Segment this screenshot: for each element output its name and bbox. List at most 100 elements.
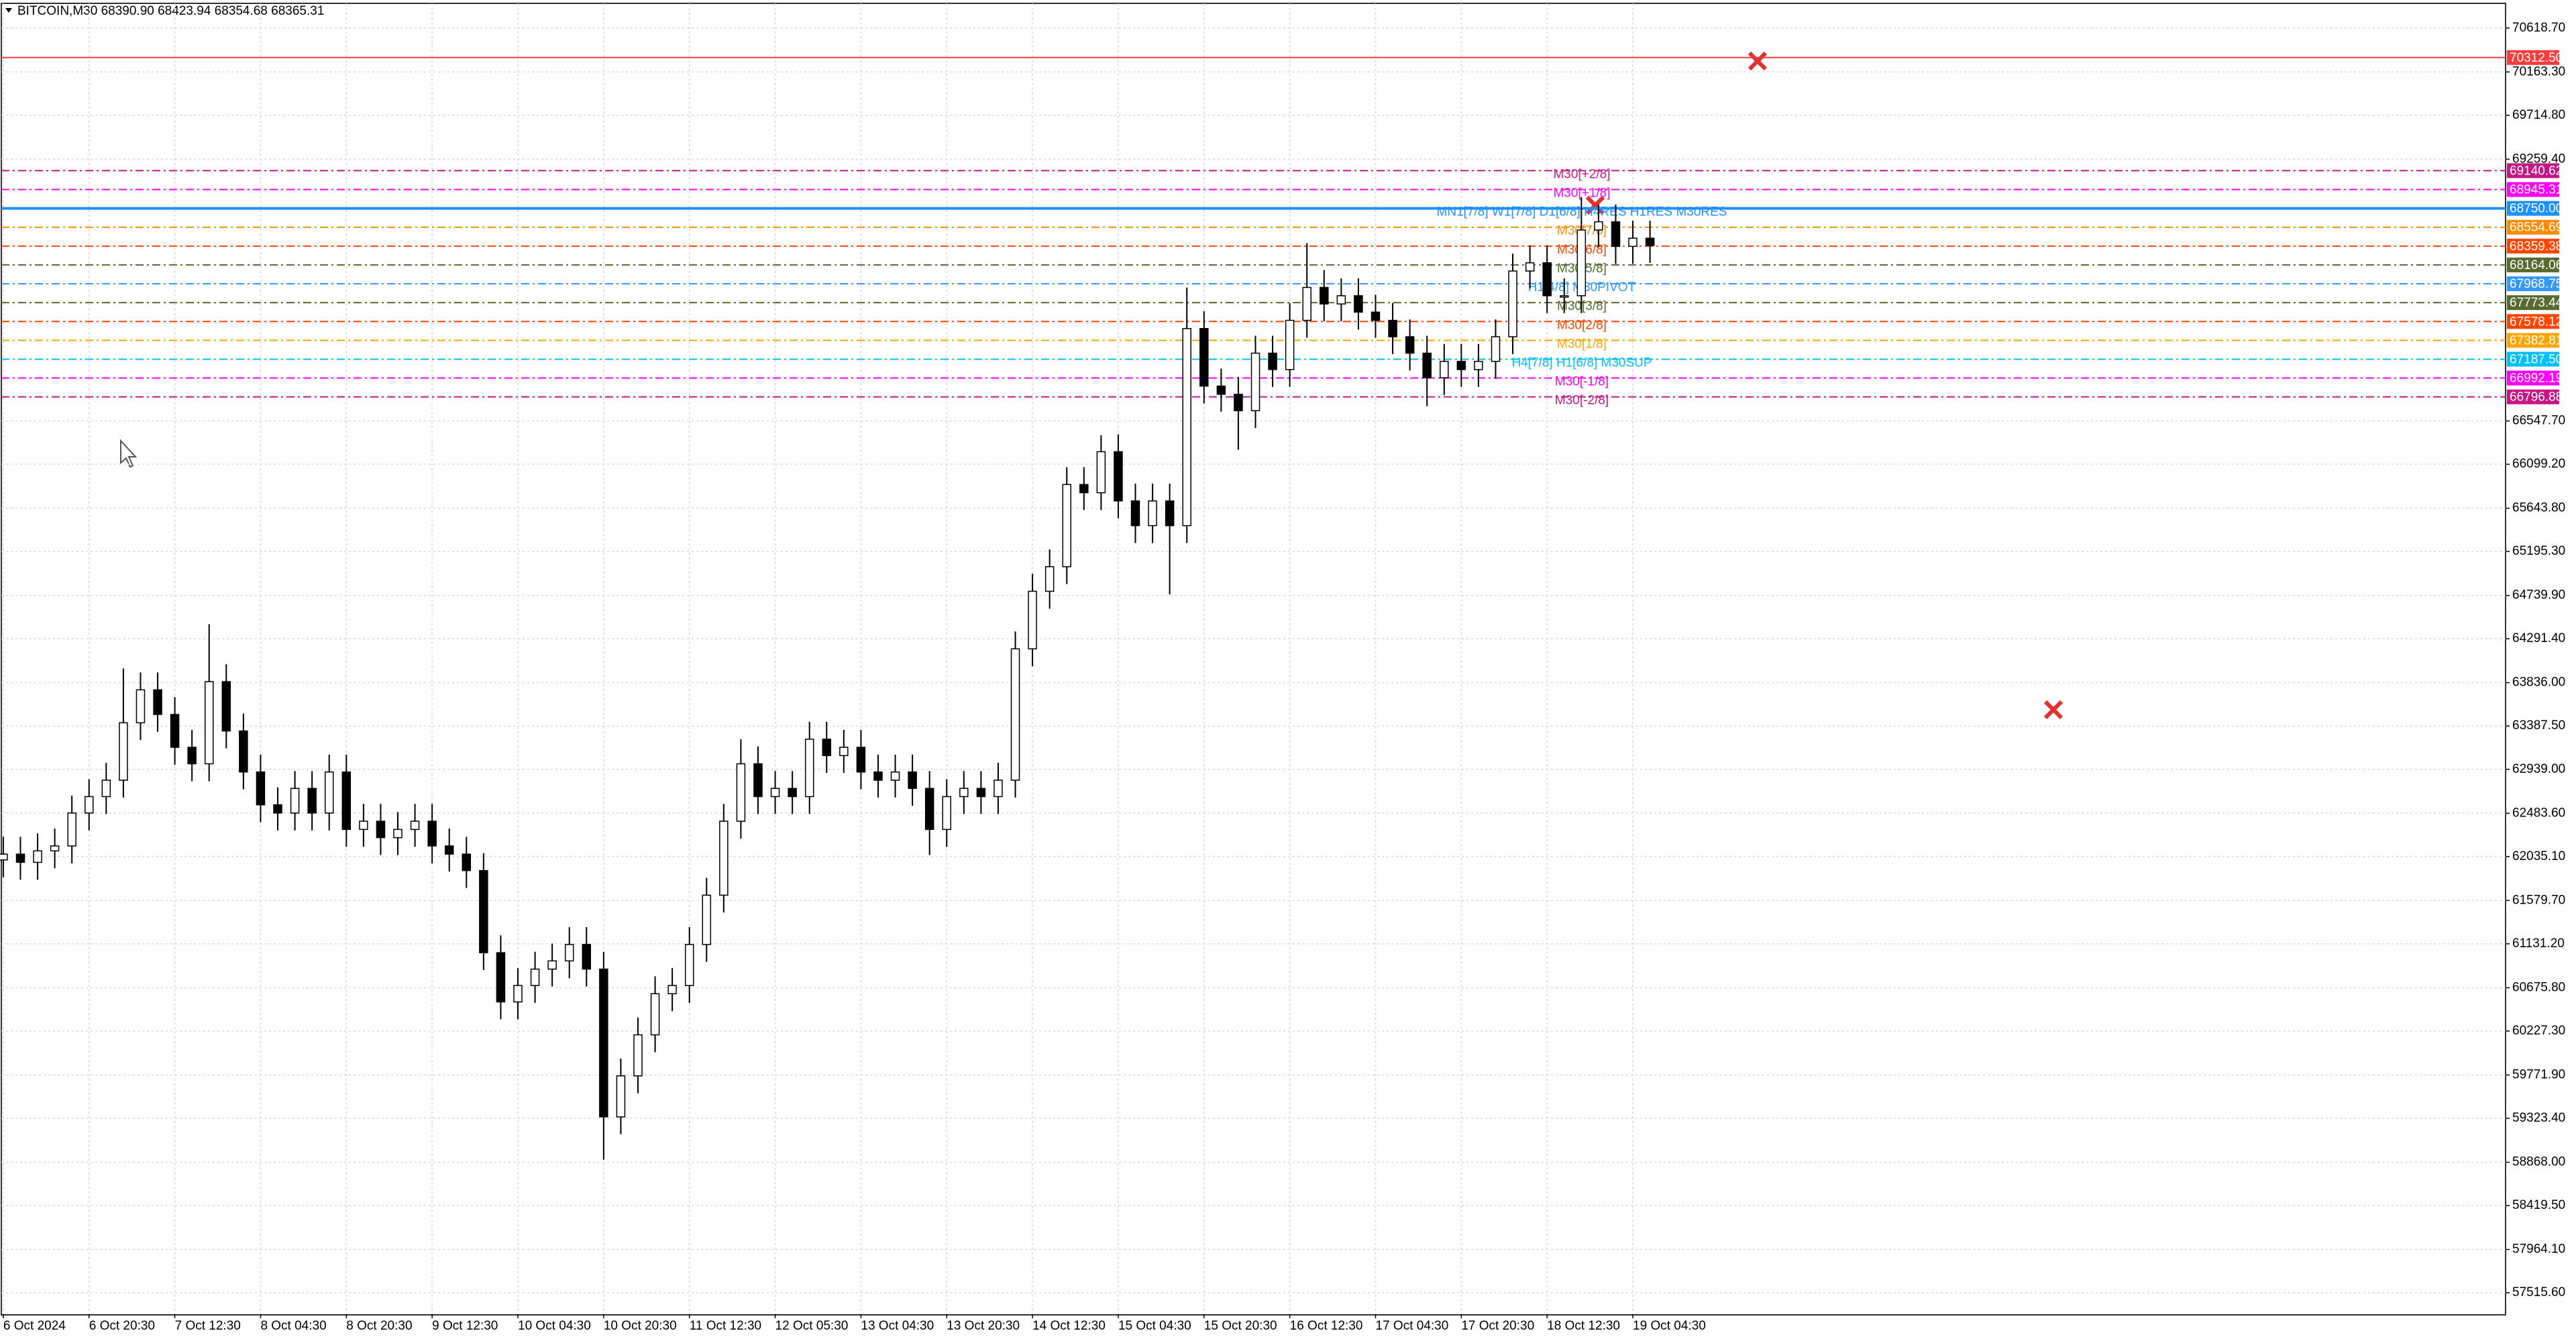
level-price-box	[2507, 352, 2559, 367]
candle-body	[599, 968, 608, 1118]
candle-body	[530, 968, 540, 986]
candle-body	[1594, 221, 1603, 231]
x-tick-label: 16 Oct 12:30	[1290, 1319, 1363, 1333]
x-tick-label: 10 Oct 04:30	[518, 1319, 591, 1333]
level-price-box	[2507, 182, 2559, 197]
candles	[0, 197, 1655, 1160]
y-tick-label: 69714.80	[2512, 108, 2565, 122]
menu-triangle[interactable]	[5, 8, 12, 13]
level-price-box	[2507, 333, 2559, 348]
candle-body	[736, 763, 746, 822]
level-price-label: 70312.50	[2510, 51, 2563, 65]
level-price-label: 66992.19	[2510, 372, 2563, 386]
y-tick-label: 57964.10	[2512, 1242, 2565, 1256]
level-price-box	[2507, 389, 2559, 405]
candle-body	[684, 944, 694, 986]
candle-body	[1044, 566, 1055, 592]
candle-body	[633, 1034, 643, 1077]
candle-body	[616, 1075, 626, 1118]
x-tick-label: 15 Oct 04:30	[1118, 1319, 1191, 1333]
candle-body	[753, 763, 763, 798]
y-tick-label: 62939.00	[2512, 762, 2565, 776]
candle-body	[1645, 237, 1655, 246]
candle-body	[1268, 352, 1277, 370]
candle-body	[702, 894, 712, 945]
x-tick-label: 17 Oct 04:30	[1376, 1319, 1449, 1333]
candle-body	[410, 820, 420, 831]
y-tick-label: 62035.10	[2512, 849, 2565, 863]
candle-body	[359, 820, 368, 831]
candle-body	[393, 828, 402, 839]
x-tick-label: 10 Oct 20:30	[604, 1319, 677, 1333]
x-tick-label: 18 Oct 12:30	[1547, 1319, 1620, 1333]
x-tick-label: 6 Oct 20:30	[89, 1319, 155, 1333]
x-tick-label: 19 Oct 04:30	[1633, 1319, 1706, 1333]
level-price-label: 68359.38	[2510, 239, 2563, 254]
level-price-label: 68750.00	[2510, 202, 2563, 216]
level-price-label: 69140.62	[2510, 164, 2563, 178]
y-tick-label: 63387.50	[2512, 718, 2565, 733]
y-tick-label: 57515.60	[2512, 1285, 2565, 1299]
x-tick-label: 11 Oct 12:30	[690, 1319, 761, 1333]
candle-body	[1474, 360, 1483, 370]
candle-body	[1096, 451, 1106, 494]
candle-body	[856, 747, 866, 773]
candle-body	[239, 730, 248, 773]
candle-body	[307, 788, 317, 814]
candle-body	[256, 771, 266, 806]
candle-body	[376, 820, 386, 839]
level-price-label: 67968.75	[2510, 277, 2563, 291]
y-tick-label: 64291.40	[2512, 631, 2565, 645]
candle-body	[427, 820, 437, 847]
candle-body	[1508, 270, 1517, 337]
level-price-label: 66796.88	[2510, 390, 2563, 405]
candle-body	[273, 804, 282, 814]
candle-body	[85, 796, 94, 814]
levels: 70312.50 69140.62 M30[+2/8] 68945.31 M30[+1/…	[1, 50, 2563, 408]
y-tick-label: 62483.60	[2512, 806, 2565, 820]
candle-body	[1440, 360, 1449, 378]
candle-body	[994, 780, 1003, 798]
candle-body	[15, 853, 25, 863]
level-price-box	[2507, 314, 2559, 329]
level-name: M30[-2/8]	[1555, 394, 1609, 408]
candle-body	[1130, 500, 1140, 527]
candle-body	[462, 853, 472, 871]
candle-body	[959, 788, 969, 798]
candle-body	[1250, 352, 1260, 411]
y-tick-label: 58868.00	[2512, 1155, 2565, 1169]
candle-body	[667, 985, 677, 995]
level-price-box	[2507, 50, 2559, 65]
y-tick-label: 59771.90	[2512, 1067, 2565, 1081]
candle-body	[788, 788, 797, 798]
trade-mark	[1585, 195, 1605, 215]
level-name: M30[+1/8]	[1553, 186, 1610, 201]
candle-body	[341, 771, 352, 831]
candle-body	[221, 681, 231, 732]
y-tick-label: 65643.80	[2512, 501, 2565, 515]
y-tick-label: 63836.00	[2512, 676, 2565, 690]
x-tick-label: 15 Oct 20:30	[1204, 1319, 1277, 1333]
candle-body	[1542, 262, 1552, 297]
y-tick-label: 64739.90	[2512, 588, 2565, 602]
level-name: M30[+2/8]	[1553, 167, 1610, 181]
grid	[1, 3, 2506, 1314]
candle-body	[170, 714, 180, 748]
candle-body	[1148, 500, 1157, 527]
x-tick-label: 13 Oct 20:30	[947, 1319, 1020, 1333]
candle-body	[1028, 590, 1037, 649]
candle-body	[119, 722, 128, 781]
candle-body	[1388, 319, 1397, 337]
level-price-box	[2507, 276, 2559, 292]
level-price-box	[2507, 370, 2559, 386]
candle-body	[976, 788, 986, 798]
candle-body	[890, 771, 900, 781]
candle-body	[1320, 286, 1329, 305]
candle-body	[1422, 352, 1432, 378]
candle-body	[187, 747, 197, 765]
candle-body	[1354, 295, 1363, 313]
candle-body	[1165, 500, 1175, 527]
x-tick-label: 8 Oct 20:30	[346, 1319, 412, 1333]
